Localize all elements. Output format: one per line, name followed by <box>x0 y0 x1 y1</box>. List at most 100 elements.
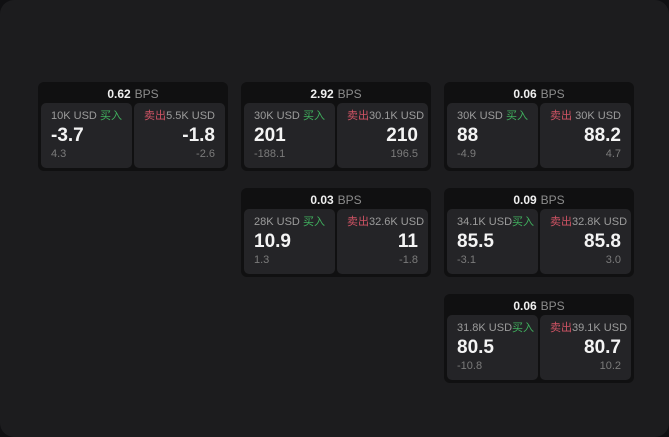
card-header: 0.03 BPS <box>244 191 428 209</box>
buy-panel[interactable]: 30K USD 买入 201 -188.1 <box>244 103 335 168</box>
sell-side-label: 卖出 <box>550 322 572 334</box>
buy-sub-value: -4.9 <box>457 148 476 160</box>
sell-panel-top: 卖出 32.6K USD <box>347 216 424 229</box>
buy-sub-value: -10.8 <box>457 360 483 372</box>
quote-panels: 10K USD 买入 -3.7 4.3 卖出 5.5K USD -1.8 -2.… <box>41 103 225 168</box>
buy-amount: 30K USD <box>254 110 300 122</box>
buy-sub-value: 4.3 <box>51 148 67 160</box>
sell-amount: 30K USD <box>575 110 621 122</box>
bps-quote-card: 0.09 BPS 34.1K USD 买入 85.5 -3.1 卖出 32.8K… <box>444 188 634 277</box>
sell-panel-top: 卖出 30K USD <box>550 110 621 123</box>
sell-sub-value: 10.2 <box>599 360 621 372</box>
buy-panel-top: 30K USD 买入 <box>457 110 528 123</box>
bps-unit-label: BPS <box>337 87 362 101</box>
bps-spread-value: 0.03 <box>310 193 334 207</box>
sell-side-label: 卖出 <box>347 216 369 228</box>
bps-spread-value: 0.09 <box>513 193 537 207</box>
buy-amount: 31.8K USD <box>457 322 513 334</box>
cards-grid: 0.62 BPS 10K USD 买入 -3.7 4.3 卖出 5.5K USD… <box>38 82 634 383</box>
buy-amount: 30K USD <box>457 110 503 122</box>
sell-price: 85.8 <box>584 231 621 252</box>
sell-price: 210 <box>386 125 418 146</box>
sell-sub-value: -2.6 <box>196 148 215 160</box>
buy-price: 85.5 <box>457 231 494 252</box>
bps-quote-card: 0.62 BPS 10K USD 买入 -3.7 4.3 卖出 5.5K USD… <box>38 82 228 171</box>
sell-sub-value: -1.8 <box>399 254 418 266</box>
card-header: 0.09 BPS <box>447 191 631 209</box>
sell-panel-top: 卖出 5.5K USD <box>144 110 215 123</box>
bps-spread-value: 2.92 <box>310 87 334 101</box>
bps-quote-card: 0.06 BPS 30K USD 买入 88 -4.9 卖出 30K USD 8… <box>444 82 634 171</box>
quote-panels: 30K USD 买入 201 -188.1 卖出 30.1K USD 210 1… <box>244 103 428 168</box>
buy-panel-top: 30K USD 买入 <box>254 110 325 123</box>
sell-amount: 5.5K USD <box>166 110 215 122</box>
sell-sub-value: 196.5 <box>390 148 418 160</box>
buy-panel[interactable]: 28K USD 买入 10.9 1.3 <box>244 209 335 274</box>
sell-sub-value: 3.0 <box>605 254 621 266</box>
buy-price: -3.7 <box>51 125 84 146</box>
sell-panel[interactable]: 卖出 30K USD 88.2 4.7 <box>540 103 631 168</box>
buy-side-label: 买入 <box>512 216 535 228</box>
bps-quote-card: 0.03 BPS 28K USD 买入 10.9 1.3 卖出 32.6K US… <box>241 188 431 277</box>
sell-amount: 32.8K USD <box>572 216 628 228</box>
card-header: 0.62 BPS <box>41 85 225 103</box>
bps-spread-value: 0.06 <box>513 299 537 313</box>
bps-unit-label: BPS <box>540 193 565 207</box>
buy-amount: 34.1K USD <box>457 216 513 228</box>
sell-side-label: 卖出 <box>550 110 572 122</box>
quote-panels: 34.1K USD 买入 85.5 -3.1 卖出 32.8K USD 85.8… <box>447 209 631 274</box>
sell-panel[interactable]: 卖出 5.5K USD -1.8 -2.6 <box>134 103 225 168</box>
bps-unit-label: BPS <box>134 87 159 101</box>
buy-panel[interactable]: 31.8K USD 买入 80.5 -10.8 <box>447 315 538 380</box>
buy-panel[interactable]: 30K USD 买入 88 -4.9 <box>447 103 538 168</box>
bps-spread-value: 0.62 <box>107 87 131 101</box>
quote-panels: 28K USD 买入 10.9 1.3 卖出 32.6K USD 11 -1.8 <box>244 209 428 274</box>
bps-unit-label: BPS <box>337 193 362 207</box>
quote-panels: 31.8K USD 买入 80.5 -10.8 卖出 39.1K USD 80.… <box>447 315 631 380</box>
sell-panel[interactable]: 卖出 39.1K USD 80.7 10.2 <box>540 315 631 380</box>
sell-side-label: 卖出 <box>144 110 166 122</box>
sell-price: 88.2 <box>584 125 621 146</box>
buy-price: 80.5 <box>457 337 494 358</box>
buy-panel[interactable]: 10K USD 买入 -3.7 4.3 <box>41 103 132 168</box>
buy-panel-top: 10K USD 买入 <box>51 110 122 123</box>
buy-panel-top: 34.1K USD 买入 <box>457 216 534 229</box>
sell-panel[interactable]: 卖出 32.6K USD 11 -1.8 <box>337 209 428 274</box>
buy-sub-value: 1.3 <box>254 254 270 266</box>
bps-quote-card: 0.06 BPS 31.8K USD 买入 80.5 -10.8 卖出 39.1… <box>444 294 634 383</box>
sell-side-label: 卖出 <box>550 216 572 228</box>
buy-amount: 28K USD <box>254 216 300 228</box>
sell-panel-top: 卖出 39.1K USD <box>550 322 627 335</box>
buy-amount: 10K USD <box>51 110 97 122</box>
buy-side-label: 买入 <box>100 110 122 122</box>
sell-panel-top: 卖出 30.1K USD <box>347 110 424 123</box>
buy-panel[interactable]: 34.1K USD 买入 85.5 -3.1 <box>447 209 538 274</box>
buy-price: 88 <box>457 125 479 146</box>
sell-side-label: 卖出 <box>347 110 369 122</box>
buy-side-label: 买入 <box>506 110 528 122</box>
buy-price: 10.9 <box>254 231 291 252</box>
buy-panel-top: 31.8K USD 买入 <box>457 322 534 335</box>
card-header: 0.06 BPS <box>447 85 631 103</box>
sell-panel[interactable]: 卖出 32.8K USD 85.8 3.0 <box>540 209 631 274</box>
sell-sub-value: 4.7 <box>605 148 621 160</box>
buy-side-label: 买入 <box>512 322 535 334</box>
buy-sub-value: -188.1 <box>254 148 286 160</box>
buy-side-label: 买入 <box>303 216 325 228</box>
bps-unit-label: BPS <box>540 299 565 313</box>
bps-quote-card: 2.92 BPS 30K USD 买入 201 -188.1 卖出 30.1K … <box>241 82 431 171</box>
sell-amount: 30.1K USD <box>369 110 425 122</box>
sell-amount: 39.1K USD <box>572 322 628 334</box>
bps-unit-label: BPS <box>540 87 565 101</box>
buy-panel-top: 28K USD 买入 <box>254 216 325 229</box>
sell-price: 11 <box>397 231 418 252</box>
sell-panel-top: 卖出 32.8K USD <box>550 216 627 229</box>
buy-sub-value: -3.1 <box>457 254 476 266</box>
bps-spread-value: 0.06 <box>513 87 537 101</box>
sell-panel[interactable]: 卖出 30.1K USD 210 196.5 <box>337 103 428 168</box>
sell-price: 80.7 <box>584 337 621 358</box>
sell-price: -1.8 <box>182 125 215 146</box>
buy-price: 201 <box>254 125 286 146</box>
sell-amount: 32.6K USD <box>369 216 425 228</box>
